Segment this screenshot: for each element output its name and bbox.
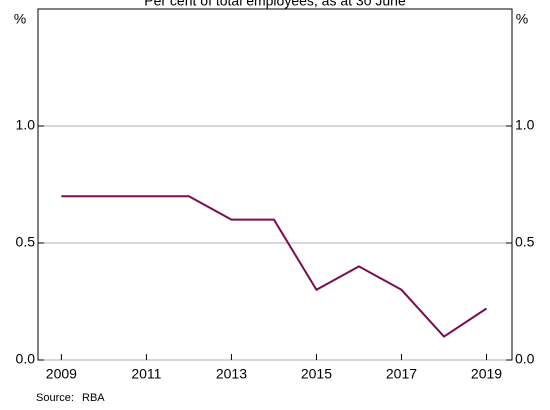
source: RBA bbox=[82, 392, 105, 404]
y2-unit: % bbox=[516, 11, 528, 27]
y2-tick-label: 0.0 bbox=[515, 351, 535, 367]
y-tick-label: 0.0 bbox=[16, 351, 36, 367]
y2-tick-label: 0.5 bbox=[515, 234, 535, 250]
x-tick-label: 2017 bbox=[386, 366, 417, 382]
x-tick-label: 2013 bbox=[216, 366, 247, 382]
x-tick-label: 2019 bbox=[471, 366, 502, 382]
source-label: Source: bbox=[36, 392, 74, 404]
y-unit: % bbox=[14, 11, 26, 27]
plot-frame bbox=[37, 8, 513, 361]
y-tick-label: 1.0 bbox=[16, 117, 36, 133]
data-line bbox=[61, 195, 488, 338]
x-tick-label: 2011 bbox=[131, 366, 161, 382]
chart-title: Per cent of total employees, as at 30 Ju… bbox=[144, 0, 406, 9]
y2-tick-label: 1.0 bbox=[515, 117, 535, 133]
y-tick-label: 0.5 bbox=[16, 234, 36, 250]
x-tick-label: 2015 bbox=[301, 366, 332, 382]
x-tick-label: 2009 bbox=[46, 366, 77, 382]
